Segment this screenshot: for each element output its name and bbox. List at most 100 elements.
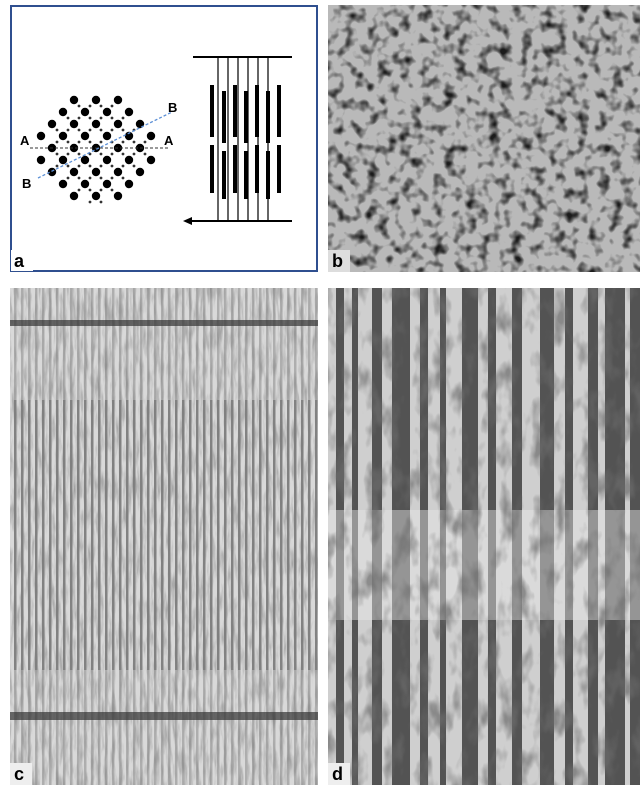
thick-filament — [124, 155, 134, 165]
thin-filament — [99, 176, 103, 180]
label-box — [10, 763, 32, 785]
thick-filament — [102, 107, 112, 117]
thick-filament — [113, 191, 123, 201]
thin-filament — [110, 176, 114, 180]
thick-filament — [102, 179, 112, 189]
thin-filament — [77, 176, 81, 180]
thin-filament — [66, 152, 70, 156]
thick-filament — [135, 167, 145, 177]
diagram-label: A — [164, 133, 174, 148]
thin-filament — [110, 152, 114, 156]
panel-a: A A B B a — [10, 5, 318, 272]
thick-filament — [102, 155, 112, 165]
micrograph-texture — [10, 288, 318, 785]
thick-filament — [91, 119, 101, 129]
thick-filament — [124, 107, 134, 117]
thick-filament — [69, 191, 79, 201]
thin-filament — [132, 164, 136, 168]
thick-filament — [80, 179, 90, 189]
thin-filament — [143, 140, 147, 144]
thin-filament — [66, 116, 70, 120]
thin-filament — [88, 164, 92, 168]
thick-filament — [91, 191, 101, 201]
diagram-label: B — [22, 176, 31, 191]
thin-filament — [77, 116, 81, 120]
thin-filament — [132, 152, 136, 156]
thin-filament — [55, 152, 59, 156]
z-line — [10, 712, 318, 720]
thin-filament — [121, 152, 125, 156]
thin-filament — [121, 128, 125, 132]
arrowhead — [183, 217, 192, 225]
thin-filament — [77, 188, 81, 192]
thin-filament — [99, 188, 103, 192]
thin-filament — [99, 152, 103, 156]
thick-filament — [69, 167, 79, 177]
thick-filament — [210, 85, 214, 137]
thick-filament — [210, 145, 214, 193]
thin-filament — [99, 104, 103, 108]
thin-filament — [77, 152, 81, 156]
thick-filament — [80, 107, 90, 117]
thin-filament — [110, 128, 114, 132]
thick-filament — [58, 155, 68, 165]
thin-filament — [110, 188, 114, 192]
thin-filament — [121, 176, 125, 180]
thin-filament — [110, 104, 114, 108]
thick-filament — [80, 131, 90, 141]
thick-filament — [146, 131, 156, 141]
thin-filament — [55, 164, 59, 168]
panel-label: a — [14, 251, 25, 271]
thin-filament — [110, 116, 114, 120]
thin-filament — [66, 140, 70, 144]
thick-filament — [113, 95, 123, 105]
thick-filament — [146, 155, 156, 165]
sarcomere-diagram — [183, 56, 292, 225]
panel-label: d — [332, 764, 343, 784]
thin-filament — [88, 140, 92, 144]
thick-filament — [69, 119, 79, 129]
thick-filament — [266, 91, 270, 143]
panel-label: c — [14, 764, 24, 784]
label-box — [11, 250, 33, 271]
thick-filament — [233, 145, 237, 193]
micrograph-texture — [328, 288, 640, 785]
panel-label: b — [332, 251, 343, 271]
thin-filament — [88, 128, 92, 132]
thin-filament — [66, 176, 70, 180]
thick-filament — [69, 143, 79, 153]
thin-filament — [110, 164, 114, 168]
thick-filament — [91, 95, 101, 105]
thick-filament — [124, 131, 134, 141]
thick-filament — [58, 179, 68, 189]
thick-filament — [244, 91, 248, 143]
thin-filament — [88, 176, 92, 180]
thick-filament — [80, 155, 90, 165]
thin-filament — [99, 140, 103, 144]
panel-b: b — [328, 5, 640, 272]
thick-filament — [91, 167, 101, 177]
thick-filament — [58, 131, 68, 141]
z-line — [10, 320, 318, 326]
label-box — [328, 763, 350, 785]
diagram-label: A — [20, 133, 30, 148]
thin-filament — [99, 200, 103, 204]
thin-filament — [99, 128, 103, 132]
thin-filament — [121, 116, 125, 120]
thick-filament — [47, 119, 57, 129]
thick-filament — [47, 167, 57, 177]
thick-filament — [244, 151, 248, 199]
thick-filament — [233, 85, 237, 137]
thick-filament — [277, 85, 281, 137]
thin-filament — [77, 140, 81, 144]
thin-filament — [66, 128, 70, 132]
thin-filament — [55, 140, 59, 144]
thick-filament — [277, 145, 281, 193]
thick-filament — [69, 95, 79, 105]
thin-filament — [88, 116, 92, 120]
thin-filament — [88, 188, 92, 192]
thick-filament — [255, 85, 259, 137]
micrograph-texture — [328, 5, 640, 272]
thin-filament — [132, 140, 136, 144]
